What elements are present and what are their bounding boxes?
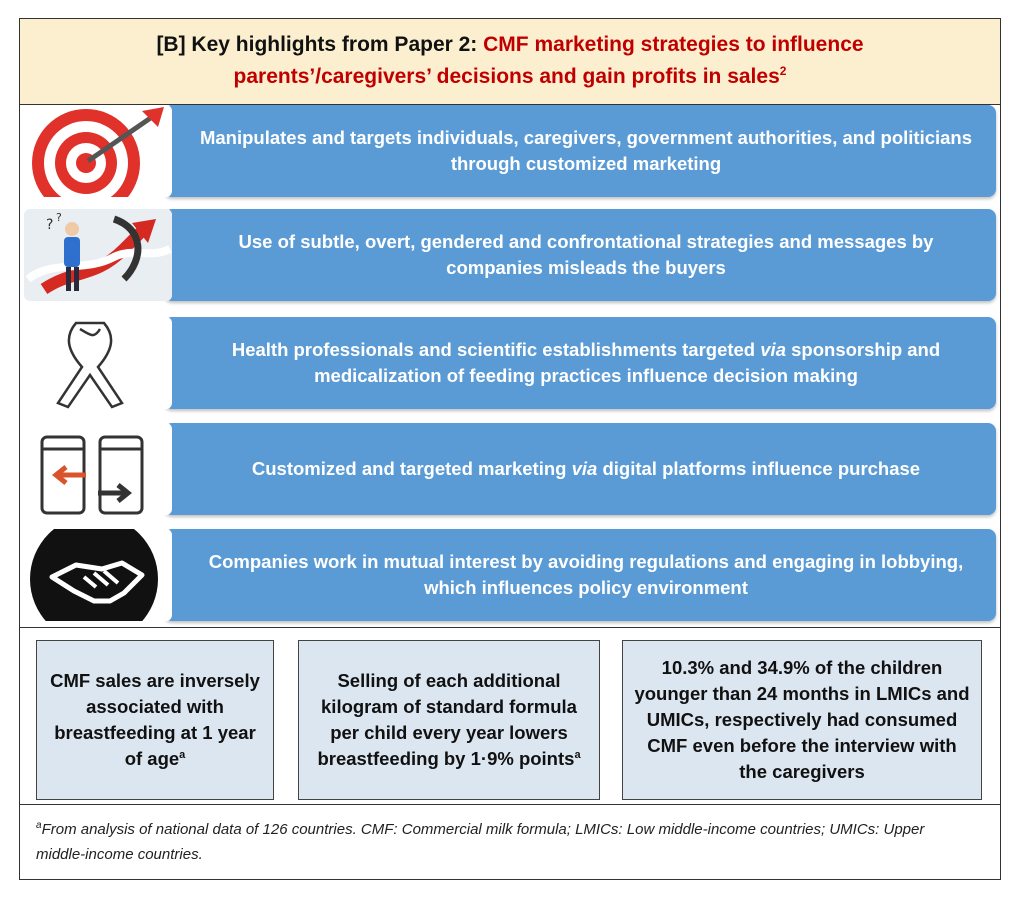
strategy-text-lobbying: Companies work in mutual interest by avo… (164, 529, 996, 621)
header-prefix: [B] Key highlights from Paper 2: (156, 33, 484, 56)
strategy-row-digital: Customized and targeted marketing via di… (24, 423, 996, 515)
confused-person-arrows-icon: ? ? (24, 209, 172, 301)
panel-header: [B] Key highlights from Paper 2: CMF mar… (20, 19, 1000, 105)
stat-box-sales-breastfeeding: CMF sales are inversely associated with … (36, 640, 274, 800)
awareness-ribbon-icon (24, 317, 172, 409)
statistics-section: CMF sales are inversely associated with … (20, 627, 1000, 805)
svg-text:?: ? (46, 217, 53, 233)
handshake-icon (24, 529, 172, 621)
stat-box-cmf-consumption: 10.3% and 34.9% of the children younger … (622, 640, 982, 800)
strategy-row-targeting: Manipulates and targets individuals, car… (24, 105, 996, 197)
strategy-row-messaging: ? ? Use of subtle, overt, gendered and c… (24, 209, 996, 301)
footnote: aFrom analysis of national data of 126 c… (36, 820, 925, 864)
header-title-line2: parents’/caregivers’ decisions and gain … (233, 65, 780, 88)
strategy-text-targeting: Manipulates and targets individuals, car… (164, 105, 996, 197)
stat-box-formula-kilogram: Selling of each additional kilogram of s… (298, 640, 600, 800)
strategy-row-health-professionals: Health professionals and scientific esta… (24, 317, 996, 409)
highlights-panel: [B] Key highlights from Paper 2: CMF mar… (19, 18, 1001, 880)
strategy-row-lobbying: Companies work in mutual interest by avo… (24, 529, 996, 621)
svg-text:?: ? (56, 211, 62, 224)
header-title-line1: CMF marketing strategies to influence (483, 33, 864, 56)
target-dart-icon (24, 105, 172, 197)
digital-transfer-icon (24, 423, 172, 515)
strategy-text-messaging: Use of subtle, overt, gendered and confr… (164, 209, 996, 301)
strategy-text-health-professionals: Health professionals and scientific esta… (164, 317, 996, 409)
strategy-text-digital: Customized and targeted marketing via di… (164, 423, 996, 515)
header-reference: 2 (779, 64, 787, 78)
